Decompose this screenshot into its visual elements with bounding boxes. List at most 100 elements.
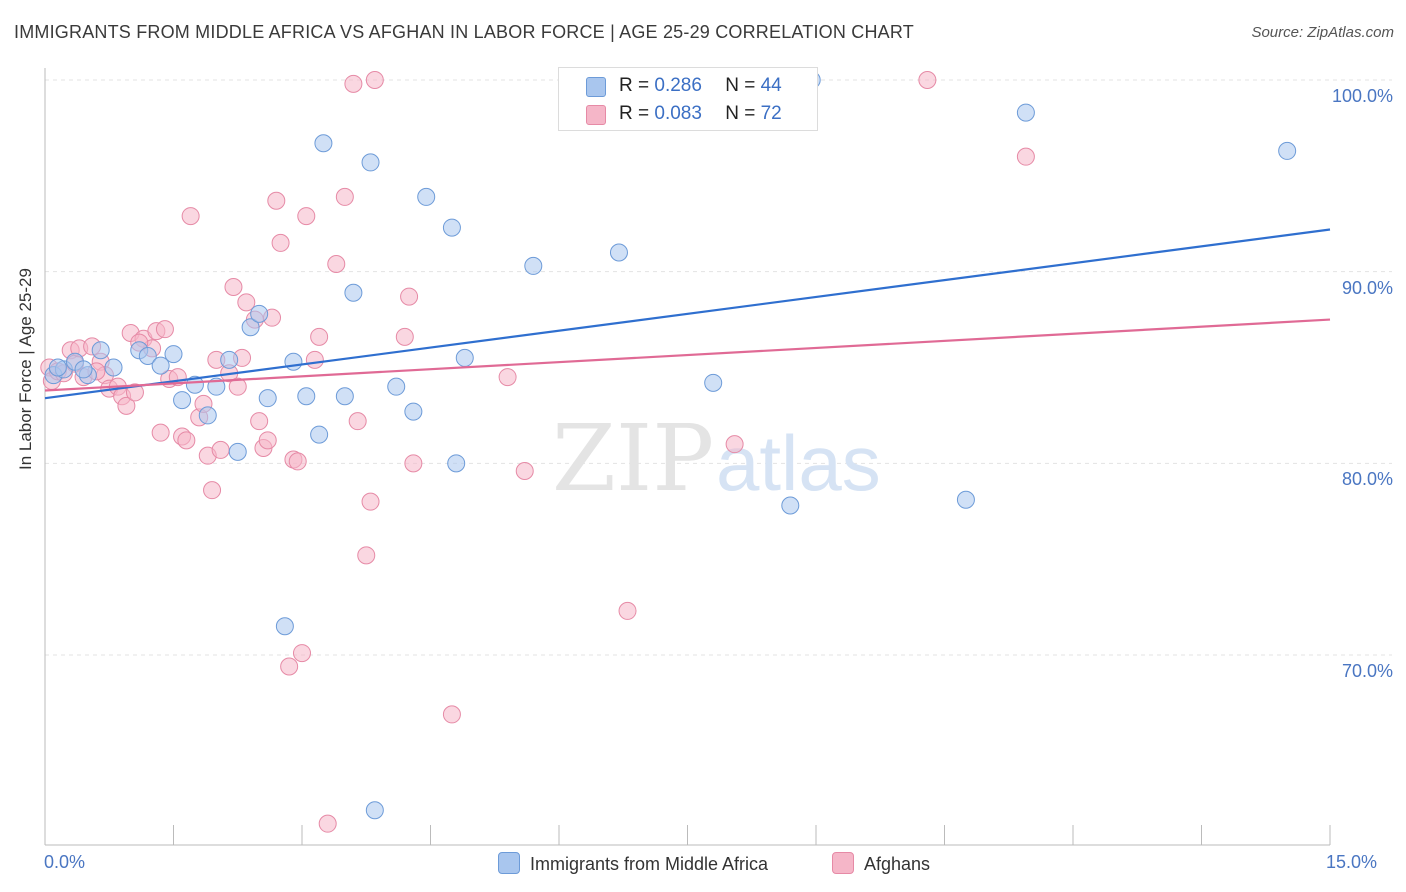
point-afghans: [361, 492, 380, 511]
point-middle-africa: [455, 348, 474, 367]
point-middle-africa: [704, 373, 723, 392]
point-afghans: [297, 207, 316, 226]
point-middle-africa: [275, 617, 294, 636]
point-afghans: [250, 412, 269, 431]
legend-n-label: N =: [725, 103, 756, 124]
legend-item-middle-africa[interactable]: Immigrants from Middle Africa: [498, 852, 768, 875]
trend-lines: [44, 228, 1331, 400]
point-afghans: [293, 644, 311, 663]
watermark-atlas: atlas: [716, 419, 881, 507]
point-afghans: [327, 255, 346, 273]
point-afghans: [258, 431, 277, 450]
point-middle-africa: [258, 389, 277, 408]
point-afghans: [288, 452, 307, 471]
point-afghans: [1016, 147, 1035, 166]
point-afghans: [725, 435, 744, 454]
point-afghans: [357, 546, 376, 565]
legend-r-value-pink: 0.083: [654, 103, 702, 124]
legend-swatch-afghans: [832, 852, 854, 874]
point-middle-africa: [104, 358, 123, 377]
point-afghans: [267, 191, 286, 210]
legend-n-label: N =: [725, 75, 756, 96]
point-middle-africa: [207, 377, 226, 396]
x-tick-label-min: 0.0%: [44, 852, 86, 872]
point-afghans: [400, 287, 419, 306]
point-middle-africa: [284, 352, 303, 371]
point-afghans: [181, 207, 200, 226]
point-middle-africa: [365, 801, 384, 820]
legend-r-label: R =: [619, 103, 650, 124]
point-middle-africa: [164, 345, 183, 364]
y-tick-label-90: 90.0%: [1341, 277, 1393, 298]
y-axis-label: In Labor Force | Age 25-29: [16, 268, 35, 470]
point-middle-africa: [387, 377, 406, 396]
legend-swatch-middle-africa: [498, 852, 520, 874]
legend-n-value-pink: 72: [760, 103, 782, 124]
x-tick-label-max: 15.0%: [1326, 852, 1378, 872]
trend-line-afghans: [44, 318, 1331, 392]
point-middle-africa: [74, 360, 93, 379]
legend-r-value-blue: 0.286: [654, 75, 702, 96]
point-middle-africa: [250, 304, 269, 323]
point-afghans: [305, 350, 324, 369]
point-afghans: [117, 396, 136, 415]
point-middle-africa: [228, 442, 247, 461]
point-afghans: [125, 383, 144, 402]
point-middle-africa: [1016, 103, 1035, 122]
point-middle-africa: [297, 387, 316, 406]
legend-swatch-pink: [586, 105, 606, 125]
data-points: [40, 71, 1297, 833]
point-middle-africa: [404, 402, 423, 421]
point-afghans: [515, 462, 534, 480]
watermark-zip: ZIP: [552, 405, 714, 512]
point-middle-africa: [185, 375, 204, 394]
watermark: ZIP atlas: [552, 405, 881, 512]
point-middle-africa: [956, 490, 975, 509]
legend-item-afghans[interactable]: Afghans: [832, 852, 930, 875]
point-middle-africa: [781, 496, 800, 515]
point-afghans: [211, 440, 230, 459]
chart-title: IMMIGRANTS FROM MIDDLE AFRICA VS AFGHAN …: [14, 22, 914, 42]
point-afghans: [498, 368, 517, 387]
point-afghans: [348, 412, 367, 431]
point-afghans: [442, 705, 461, 724]
point-afghans: [271, 233, 290, 252]
point-middle-africa: [314, 134, 333, 153]
y-tick-label-80: 80.0%: [1341, 469, 1393, 490]
point-middle-africa: [447, 454, 466, 473]
point-middle-africa: [417, 187, 436, 206]
point-middle-africa: [173, 391, 192, 410]
point-middle-africa: [1278, 141, 1297, 160]
legend-r-label: R =: [619, 75, 650, 96]
point-afghans: [318, 814, 337, 833]
point-afghans: [344, 74, 363, 93]
point-afghans: [310, 327, 329, 346]
legend-label-middle-africa: Immigrants from Middle Africa: [530, 854, 769, 874]
legend-n-value-blue: 44: [760, 75, 782, 96]
legend-swatch-blue: [586, 77, 606, 97]
point-middle-africa: [310, 425, 329, 444]
point-afghans: [155, 320, 174, 339]
point-middle-africa: [524, 256, 543, 275]
point-middle-africa: [609, 243, 628, 262]
point-afghans: [237, 293, 256, 312]
point-middle-africa: [344, 283, 363, 302]
point-afghans: [395, 327, 414, 346]
point-afghans: [177, 431, 196, 450]
source-label: Source: ZipAtlas.com: [1251, 24, 1394, 41]
trend-line-middle-africa: [44, 228, 1331, 400]
point-middle-africa: [442, 218, 461, 237]
y-tick-label-70: 70.0%: [1341, 661, 1393, 681]
point-afghans: [404, 454, 423, 473]
axes: [44, 68, 1331, 846]
point-afghans: [335, 187, 354, 206]
legend-row-pink: R = 0.083 N = 72: [619, 103, 782, 127]
point-middle-africa: [361, 153, 380, 172]
y-tick-label-100: 100.0%: [1331, 86, 1393, 106]
point-afghans: [228, 377, 247, 396]
legend-row-blue: R = 0.286 N = 44: [619, 75, 782, 99]
point-afghans: [280, 657, 299, 676]
point-middle-africa: [151, 356, 170, 375]
point-middle-africa: [48, 358, 67, 377]
